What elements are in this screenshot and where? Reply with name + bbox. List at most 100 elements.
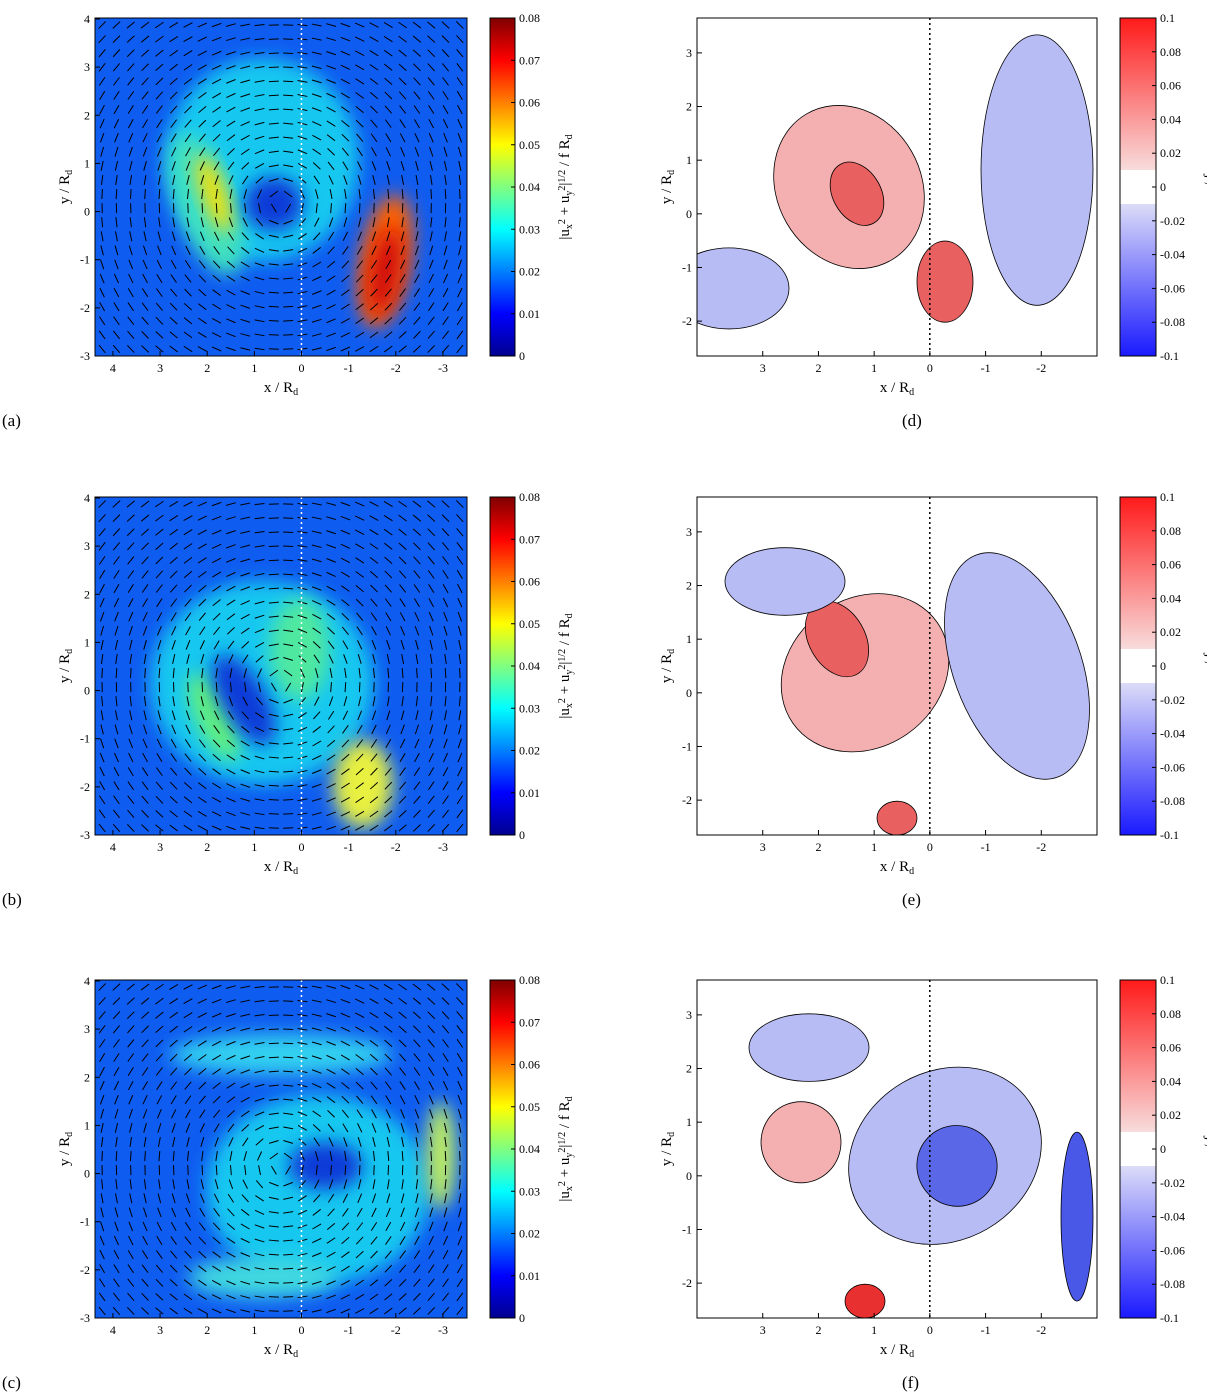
velocity-arrow — [128, 611, 134, 622]
velocity-arrow — [444, 1179, 447, 1190]
velocity-arrow — [170, 259, 177, 270]
velocity-arrow — [428, 611, 434, 622]
colorbar-label-part: 2 — [557, 1181, 568, 1186]
velocity-arrow — [268, 319, 279, 322]
velocity-arrow — [328, 175, 334, 185]
field-blob — [150, 581, 374, 785]
velocity-arrow — [155, 795, 164, 804]
velocity-arrow — [268, 1225, 279, 1228]
velocity-arrow — [140, 983, 150, 991]
velocity-arrow — [230, 203, 232, 214]
velocity-arrow — [101, 1151, 103, 1162]
velocity-arrow — [326, 51, 336, 56]
velocity-arrow — [240, 1223, 250, 1230]
y-tick-label: 0 — [84, 684, 90, 698]
velocity-arrow — [340, 1012, 351, 1018]
velocity-arrow — [326, 754, 336, 761]
velocity-arrow — [398, 63, 407, 71]
velocity-arrow — [198, 782, 207, 790]
velocity-arrow — [127, 1025, 135, 1034]
plot-frame — [94, 496, 468, 836]
velocity-arrow — [185, 1207, 191, 1218]
velocity-arrow — [356, 245, 363, 255]
velocity-arrow — [113, 752, 119, 763]
velocity-arrow — [412, 345, 421, 353]
velocity-arrow — [115, 653, 118, 664]
velocity-arrow — [127, 77, 135, 86]
velocity-arrow — [240, 79, 251, 84]
velocity-arrow — [169, 1025, 178, 1033]
velocity-arrow — [441, 500, 450, 508]
velocity-arrow — [283, 1281, 294, 1284]
velocity-arrow — [357, 1137, 362, 1147]
velocity-arrow — [100, 245, 104, 256]
velocity-arrow — [100, 231, 104, 242]
velocity-arrow — [455, 983, 464, 991]
velocity-arrow — [212, 1068, 222, 1075]
velocity-arrow — [183, 810, 193, 818]
velocity-arrow — [212, 289, 221, 296]
velocity-arrow — [387, 189, 390, 200]
velocity-arrow — [340, 50, 351, 56]
velocity-arrow — [340, 1026, 351, 1032]
velocity-arrow — [200, 217, 204, 228]
velocity-arrow — [240, 246, 250, 254]
velocity-arrow — [283, 1042, 294, 1045]
velocity-arrow — [183, 302, 193, 311]
velocity-arrow — [240, 1110, 250, 1118]
velocity-arrow — [155, 824, 164, 832]
velocity-arrow — [172, 1136, 176, 1147]
plot-frame — [696, 496, 1098, 836]
velocity-arrow — [112, 1011, 121, 1020]
velocity-arrow — [212, 1222, 221, 1231]
velocity-arrow — [171, 626, 177, 636]
velocity-arrow — [226, 739, 236, 748]
y-axis-label-part: y / R — [57, 654, 73, 683]
colorbar-tick-label: 0.02 — [519, 1227, 540, 1241]
velocity-arrow — [283, 150, 294, 153]
velocity-arrow — [268, 1028, 279, 1031]
x-tick-label: 1 — [871, 1323, 877, 1337]
velocity-arrow — [386, 710, 391, 721]
velocity-arrow — [244, 1165, 247, 1176]
velocity-arrow — [99, 273, 105, 284]
velocity-arrow — [156, 612, 163, 622]
velocity-arrow — [199, 640, 205, 650]
velocity-arrow — [183, 998, 193, 1005]
velocity-arrow — [326, 260, 336, 269]
velocity-arrow — [456, 90, 463, 100]
velocity-arrow — [183, 331, 193, 339]
velocity-arrow — [399, 767, 406, 776]
velocity-arrow — [327, 1208, 335, 1217]
velocity-arrow — [456, 330, 464, 340]
velocity-arrow — [442, 583, 449, 594]
velocity-arrow — [143, 653, 147, 664]
velocity-arrow — [326, 92, 336, 99]
velocity-arrow — [372, 653, 376, 664]
velocity-arrow — [311, 318, 322, 323]
velocity-arrow — [444, 217, 447, 228]
velocity-arrow — [369, 781, 379, 790]
velocity-arrow — [400, 1193, 405, 1204]
x-axis-label-part: d — [909, 1349, 914, 1360]
velocity-arrow — [398, 1011, 407, 1019]
velocity-arrow — [370, 1236, 378, 1245]
velocity-arrow — [199, 245, 206, 255]
velocity-arrow — [326, 1237, 336, 1244]
velocity-arrow — [154, 983, 164, 991]
velocity-arrow — [170, 1081, 178, 1090]
velocity-arrow — [385, 612, 392, 622]
x-tick-label: -2 — [1036, 1323, 1046, 1337]
x-tick-label: 2 — [815, 1323, 821, 1337]
velocity-arrow — [141, 1067, 149, 1076]
velocity-arrow — [371, 1109, 377, 1119]
velocity-arrow — [226, 346, 236, 352]
velocity-arrow — [198, 133, 206, 142]
velocity-arrow — [268, 1112, 279, 1115]
velocity-arrow — [100, 1122, 104, 1133]
velocity-arrow — [240, 1069, 251, 1074]
velocity-arrow — [170, 1221, 177, 1232]
velocity-arrow — [141, 767, 149, 777]
velocity-arrow — [230, 1165, 232, 1176]
colorbar-tick-label: 0.1 — [1160, 973, 1175, 987]
